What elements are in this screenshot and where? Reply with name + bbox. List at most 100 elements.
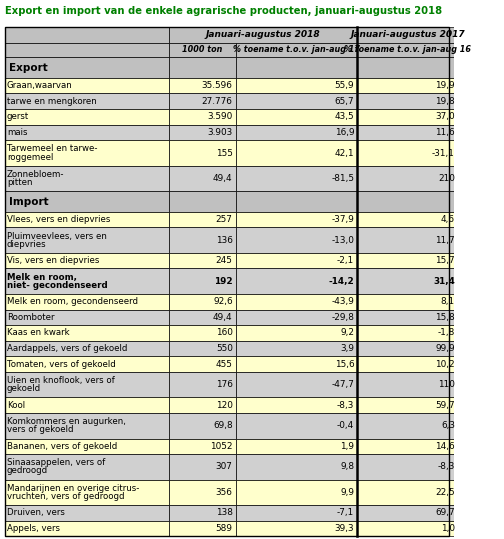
Bar — [236, 166, 357, 191]
Text: 257: 257 — [216, 215, 233, 224]
Text: 19,8: 19,8 — [435, 97, 455, 106]
Text: Kaas en kwark: Kaas en kwark — [7, 328, 70, 337]
Text: -0,4: -0,4 — [337, 421, 354, 430]
Bar — [5, 227, 169, 253]
Text: Vlees, vers en diepvries: Vlees, vers en diepvries — [7, 215, 110, 224]
Bar — [5, 166, 169, 191]
Text: 160: 160 — [216, 328, 233, 337]
Text: 110: 110 — [438, 380, 455, 389]
Bar — [169, 27, 357, 43]
Text: 356: 356 — [216, 488, 233, 497]
Text: 16,9: 16,9 — [335, 128, 354, 137]
Text: 6,3: 6,3 — [441, 421, 455, 430]
Text: Tarwemeel en tarwe-: Tarwemeel en tarwe- — [7, 144, 97, 154]
Bar — [357, 356, 458, 372]
Bar — [169, 439, 236, 454]
Text: -8,3: -8,3 — [437, 462, 455, 472]
Text: vruchten, vers of gedroogd: vruchten, vers of gedroogd — [7, 492, 124, 501]
Text: Appels, vers: Appels, vers — [7, 524, 60, 533]
Bar — [236, 227, 357, 253]
Bar — [5, 109, 169, 125]
Bar — [357, 191, 458, 212]
Text: 9,2: 9,2 — [340, 328, 354, 337]
Bar — [357, 166, 458, 191]
Bar — [5, 212, 169, 227]
Text: 49,4: 49,4 — [213, 313, 233, 322]
Bar — [357, 125, 458, 140]
Bar — [169, 57, 236, 78]
Bar — [236, 57, 357, 78]
Text: gekoeld: gekoeld — [7, 384, 41, 393]
Text: Melk en room, gecondenseerd: Melk en room, gecondenseerd — [7, 297, 138, 306]
Bar — [236, 140, 357, 166]
Text: 192: 192 — [214, 277, 233, 286]
Text: 210: 210 — [438, 174, 455, 183]
Text: Melk en room,: Melk en room, — [7, 273, 77, 282]
Bar — [236, 109, 357, 125]
Text: 22,5: 22,5 — [435, 488, 455, 497]
Text: 69,7: 69,7 — [435, 508, 455, 517]
Text: 15,8: 15,8 — [435, 313, 455, 322]
Text: 9,8: 9,8 — [340, 462, 354, 472]
Text: 3.590: 3.590 — [208, 113, 233, 121]
Bar — [169, 309, 236, 325]
Bar — [169, 413, 236, 439]
Bar — [5, 93, 169, 109]
Bar — [236, 480, 357, 505]
Text: 155: 155 — [216, 149, 233, 157]
Text: 136: 136 — [216, 236, 233, 245]
Text: -8,3: -8,3 — [337, 401, 354, 410]
Bar — [236, 413, 357, 439]
Bar — [169, 521, 236, 536]
Bar — [169, 253, 236, 268]
Text: % toename t.o.v. jan-aug 17: % toename t.o.v. jan-aug 17 — [233, 45, 360, 54]
Bar — [357, 439, 458, 454]
Bar — [169, 356, 236, 372]
Text: 550: 550 — [216, 344, 233, 353]
Text: 59,7: 59,7 — [435, 401, 455, 410]
Text: Zonnebloem-: Zonnebloem- — [7, 170, 65, 179]
Bar — [5, 505, 169, 521]
Bar — [169, 268, 236, 294]
Text: Bananen, vers of gekoeld: Bananen, vers of gekoeld — [7, 442, 117, 451]
Bar — [236, 212, 357, 227]
Text: gerst: gerst — [7, 113, 29, 121]
Text: -37,9: -37,9 — [331, 215, 354, 224]
Text: Komkommers en augurken,: Komkommers en augurken, — [7, 417, 125, 426]
Bar — [5, 140, 169, 166]
Bar — [357, 27, 458, 43]
Bar — [236, 309, 357, 325]
Bar — [357, 78, 458, 93]
Bar — [357, 480, 458, 505]
Text: pitten: pitten — [7, 178, 32, 187]
Bar — [169, 294, 236, 309]
Text: Vis, vers en diepvries: Vis, vers en diepvries — [7, 256, 99, 265]
Bar — [357, 212, 458, 227]
Text: 176: 176 — [216, 380, 233, 389]
Text: tarwe en mengkoren: tarwe en mengkoren — [7, 97, 97, 106]
Text: diepvries: diepvries — [7, 240, 46, 248]
Bar — [236, 372, 357, 397]
Text: 92,6: 92,6 — [213, 297, 233, 306]
Bar — [169, 109, 236, 125]
Text: Export en import van de enkele agrarische producten, januari-augustus 2018: Export en import van de enkele agrarisch… — [5, 6, 442, 17]
Bar — [357, 294, 458, 309]
Text: 99,9: 99,9 — [435, 344, 455, 353]
Bar — [357, 109, 458, 125]
Bar — [169, 125, 236, 140]
Bar — [5, 309, 169, 325]
Text: 589: 589 — [216, 524, 233, 533]
Text: Roomboter: Roomboter — [7, 313, 54, 322]
Text: 27.776: 27.776 — [202, 97, 233, 106]
Bar — [5, 325, 169, 341]
Bar — [5, 413, 169, 439]
Bar — [357, 227, 458, 253]
Bar — [169, 140, 236, 166]
Text: 65,7: 65,7 — [335, 97, 354, 106]
Bar — [357, 505, 458, 521]
Text: 138: 138 — [216, 508, 233, 517]
Bar — [357, 341, 458, 356]
Bar — [5, 454, 169, 480]
Text: -13,0: -13,0 — [331, 236, 354, 245]
Bar — [5, 78, 169, 93]
